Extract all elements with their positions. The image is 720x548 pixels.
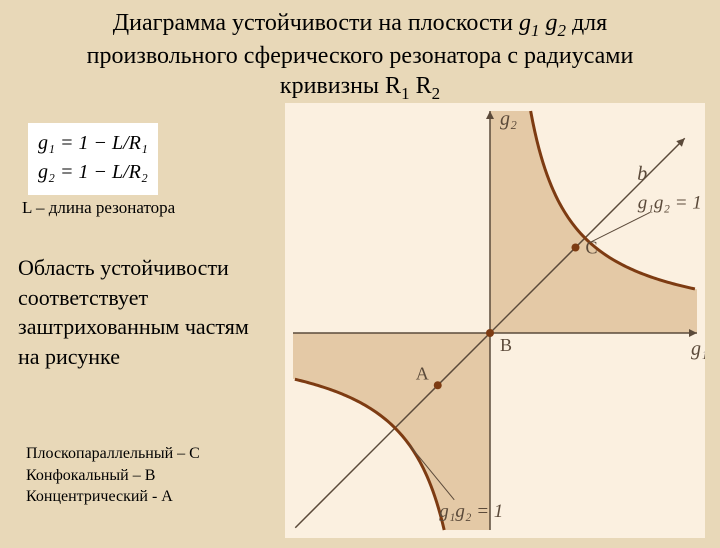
title-line2: произвольного сферического резонатора с … bbox=[87, 43, 634, 69]
point-A bbox=[434, 381, 442, 389]
page-title: Диаграмма устойчивости на плоскости g1 g… bbox=[20, 8, 700, 104]
legend: Плоскопараллельный – C Конфокальный – B … bbox=[26, 443, 200, 508]
eq-label-q3: g₁g₂ = 1 bbox=[439, 501, 503, 522]
title-line1-prefix: Диаграмма устойчивости на плоскости bbox=[113, 10, 519, 36]
legend-a: Концентрический - A bbox=[26, 486, 200, 508]
formula-g2: g₂ = 1 − L/R₂ bbox=[38, 158, 148, 187]
legend-b: Конфокальный – B bbox=[26, 465, 200, 487]
legend-c: Плоскопараллельный – C bbox=[26, 443, 200, 465]
formula-box: g₁ = 1 − L/R₁ g₂ = 1 − L/R₂ bbox=[28, 123, 158, 195]
formula-g1: g₁ = 1 − L/R₁ bbox=[38, 129, 148, 158]
x-axis-label: g₁ bbox=[691, 338, 705, 360]
point-C bbox=[572, 244, 580, 252]
point-B bbox=[486, 329, 494, 337]
point-label-A: A bbox=[416, 363, 429, 383]
eq-label-q1: g₁g₂ = 1 bbox=[638, 193, 702, 214]
l-caption: L – длина резонатора bbox=[22, 198, 175, 218]
point-label-C: C bbox=[586, 238, 598, 258]
y-axis-label: g₂ bbox=[500, 108, 517, 130]
diag-label: b bbox=[637, 163, 647, 185]
stability-chart: g₁ g₂ b g₁g₂ = 1 g₁g₂ = 1 A B C bbox=[285, 103, 705, 538]
point-label-B: B bbox=[500, 335, 512, 355]
region-text: Область устойчивости соответствует заштр… bbox=[18, 253, 253, 372]
